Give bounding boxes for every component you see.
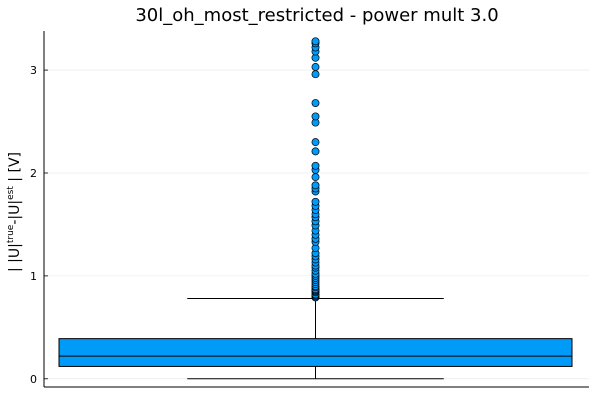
- outlier-point: [311, 147, 320, 156]
- outlier-point: [311, 99, 320, 107]
- y-tick-label: 0: [30, 373, 37, 386]
- chart-title: 30l_oh_most_restricted - power mult 3.0: [135, 5, 498, 26]
- y-axis-label-part: | [V]: [7, 152, 23, 186]
- axes: [43, 31, 589, 388]
- interquartile-box: [58, 338, 573, 367]
- y-tick-label: 3: [30, 64, 37, 77]
- y-axis-label-part: -|U|: [7, 200, 23, 225]
- y-axis-label-part: | |U|: [7, 243, 23, 272]
- outlier-points: [311, 37, 320, 302]
- outlier-point: [311, 181, 320, 190]
- y-ticks: 0 1 2 3: [30, 64, 48, 386]
- outlier-point: [311, 138, 320, 147]
- outlier-point: [311, 173, 320, 182]
- y-axis-label: | |U|true-|U|est | [V]: [6, 152, 23, 272]
- outlier-point: [311, 70, 320, 79]
- y-axis-label-superscript: est: [6, 186, 16, 200]
- outlier-point: [311, 197, 320, 206]
- y-tick-label: 1: [30, 270, 37, 283]
- outlier-point: [311, 63, 320, 71]
- y-tick-label: 2: [30, 167, 37, 180]
- outlier-point: [311, 112, 320, 121]
- outlier-point: [311, 37, 320, 46]
- y-axis-label-superscript: true: [6, 224, 16, 243]
- outlier-point: [311, 161, 320, 170]
- box-series: [58, 298, 573, 380]
